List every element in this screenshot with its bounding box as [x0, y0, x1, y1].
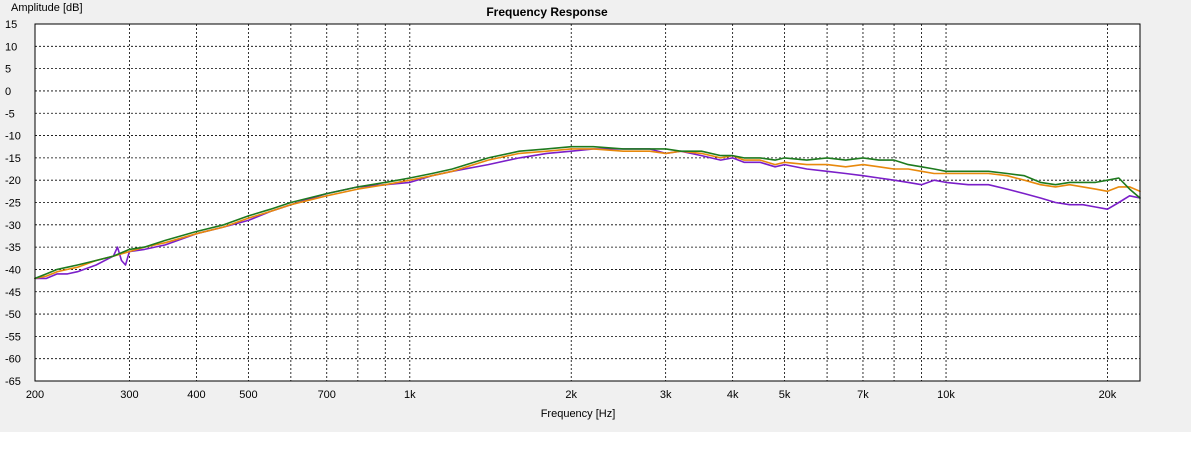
y-tick-label: -5 — [5, 108, 15, 120]
y-axis-label: Amplitude [dB] — [11, 2, 83, 14]
x-tick-label: 5k — [779, 389, 791, 401]
series-line-3 — [34, 145, 1141, 280]
y-tick-label: -45 — [5, 287, 21, 299]
x-tick-label: 3k — [660, 389, 672, 401]
y-tick-label: -25 — [5, 198, 21, 210]
x-tick-label: 7k — [857, 389, 869, 401]
x-tick-label: 20k — [1099, 389, 1117, 401]
y-tick-label: -65 — [5, 376, 21, 388]
x-tick-label: 10k — [937, 389, 955, 401]
y-tick-label: -10 — [5, 131, 21, 143]
x-tick-label: 1k — [404, 389, 416, 401]
series-layer — [34, 145, 1141, 280]
y-tick-label: 10 — [5, 41, 17, 53]
y-tick-label: -20 — [5, 175, 21, 187]
x-tick-label: 2k — [565, 389, 577, 401]
y-tick-label: -55 — [5, 331, 21, 343]
y-tick-label: -30 — [5, 220, 21, 232]
x-tick-label: 700 — [318, 389, 336, 401]
x-tick-label: 300 — [120, 389, 138, 401]
y-tick-label: -50 — [5, 309, 21, 321]
y-tick-label: 5 — [5, 64, 11, 76]
x-axis-label: Frequency [Hz] — [541, 408, 616, 420]
plot-frame — [34, 23, 1141, 382]
y-tick-label: -60 — [5, 354, 21, 366]
y-tick-label: 0 — [5, 86, 11, 98]
y-tick-label: 15 — [5, 19, 17, 31]
x-tick-label: 400 — [187, 389, 205, 401]
y-tick-label: -15 — [5, 153, 21, 165]
series-line-2 — [34, 148, 1141, 280]
y-tick-label: -35 — [5, 242, 21, 254]
y-tick-labels: 15 10 5 0 -5 -10 -15 -20 -25 -30 -35 -40 -45 -50 -55 -6… — [5, 19, 21, 388]
y-tick-label: -40 — [5, 264, 21, 276]
x-tick-label: 200 — [26, 389, 44, 401]
x-tick-labels: 200 300 400 500 700 1k 2k 3k 4k 5k 7k 10k 20k — [26, 389, 1117, 401]
x-tick-label: 500 — [239, 389, 257, 401]
x-tick-label: 4k — [727, 389, 739, 401]
chart-title: Frequency Response — [486, 5, 608, 19]
